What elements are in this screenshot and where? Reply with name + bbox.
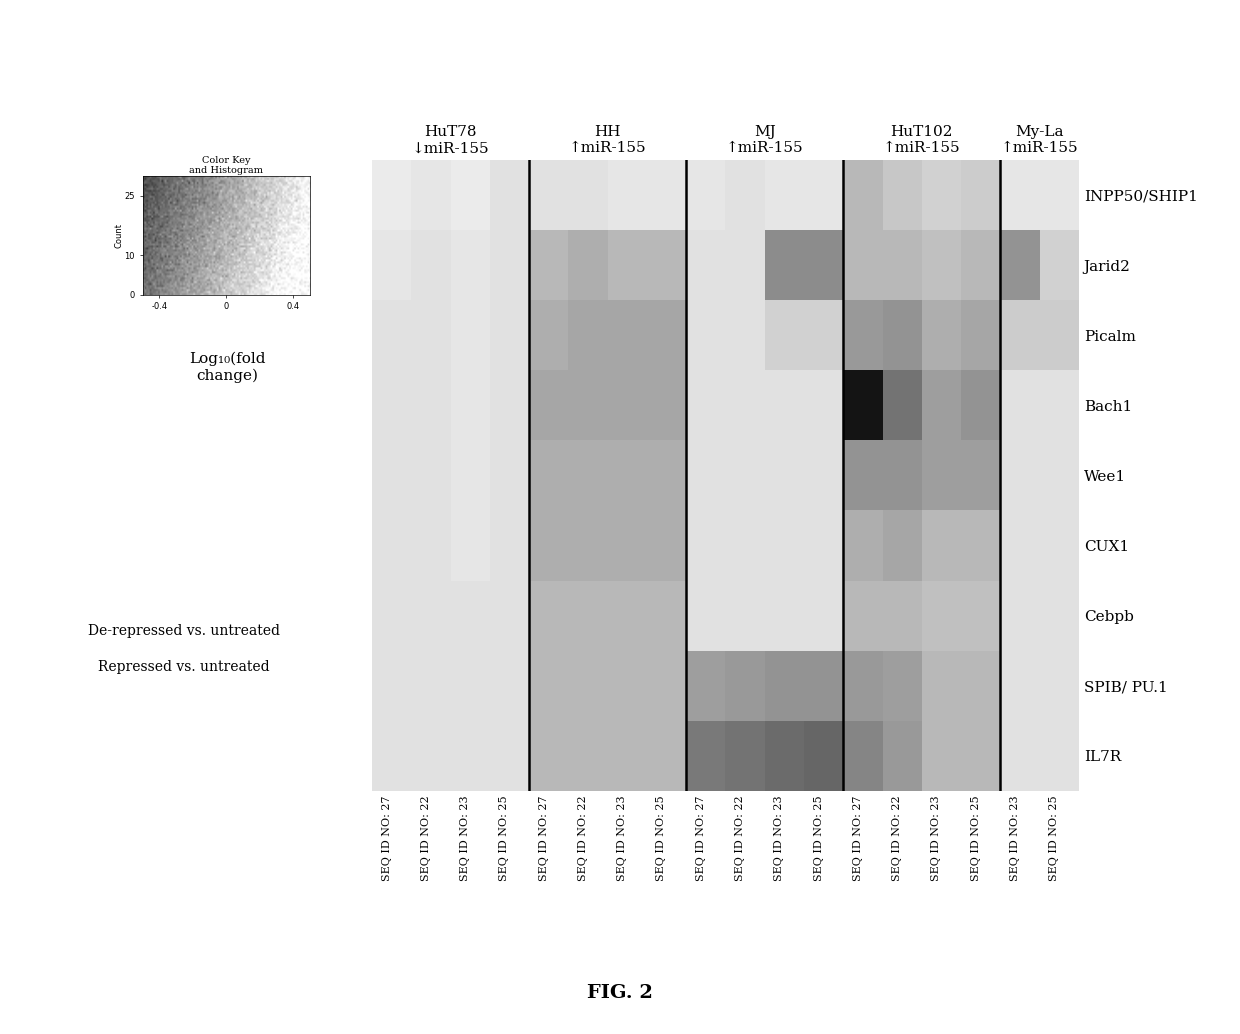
Text: De-repressed vs. untreated: De-repressed vs. untreated [88, 624, 279, 638]
Text: Log₁₀(fold
change): Log₁₀(fold change) [188, 352, 265, 383]
Text: FIG. 2: FIG. 2 [587, 983, 653, 1002]
Y-axis label: Count: Count [114, 222, 123, 248]
Text: Repressed vs. untreated: Repressed vs. untreated [98, 660, 269, 674]
Title: Color Key
and Histogram: Color Key and Histogram [190, 155, 263, 175]
